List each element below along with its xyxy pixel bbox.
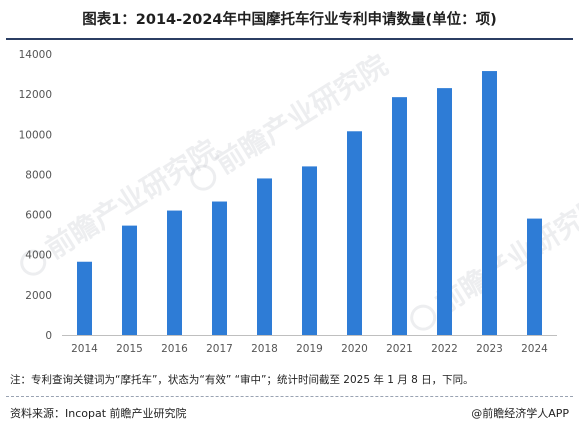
bar-2017 (212, 201, 227, 335)
x-tick-label: 2022 (431, 343, 458, 355)
bar-2014 (77, 261, 92, 335)
x-tick-label: 2023 (476, 343, 503, 355)
x-tick-label: 2018 (251, 343, 278, 355)
bar-2024 (527, 218, 542, 335)
y-tick-label: 0 (45, 330, 52, 342)
bar-2018 (257, 178, 272, 335)
bar-2016 (167, 210, 182, 335)
y-tick-label: 14000 (19, 49, 52, 61)
bar-2020 (347, 131, 362, 335)
x-tick-label: 2017 (206, 343, 233, 355)
y-tick-label: 8000 (25, 169, 52, 181)
bar-chart: 0 2000 4000 6000 8000 10000 12000 14000 2014 2015… (19, 49, 557, 355)
bar-2023 (482, 71, 497, 335)
bar-2022 (437, 88, 452, 335)
publisher-text: @前瞻经济学人APP (471, 407, 569, 420)
title-divider (6, 38, 573, 40)
footnote: 注：专利查询关键词为“摩托车”，状态为“有效” “审中”；统计时间截至 2025… (10, 374, 474, 386)
y-tick-label: 6000 (25, 210, 52, 222)
source-text: 资料来源：Incopat 前瞻产业研究院 (10, 407, 187, 420)
y-tick-label: 4000 (25, 250, 52, 262)
x-tick-label: 2015 (116, 343, 143, 355)
y-tick-label: 12000 (19, 89, 52, 101)
x-tick-label: 2021 (386, 343, 413, 355)
x-tick-label: 2016 (161, 343, 188, 355)
bar-2021 (392, 97, 407, 336)
y-tick-label: 10000 (19, 129, 52, 141)
bar-2019 (302, 166, 317, 335)
bar-2015 (122, 225, 137, 335)
y-tick-label: 2000 (25, 290, 52, 302)
x-tick-label: 2019 (296, 343, 323, 355)
x-tick-label: 2020 (341, 343, 368, 355)
x-tick-label: 2024 (521, 343, 548, 355)
x-tick-label: 2014 (71, 343, 98, 355)
footer-divider (6, 396, 573, 397)
chart-title: 图表1：2014-2024年中国摩托车行业专利申请数量(单位：项) (82, 12, 497, 28)
